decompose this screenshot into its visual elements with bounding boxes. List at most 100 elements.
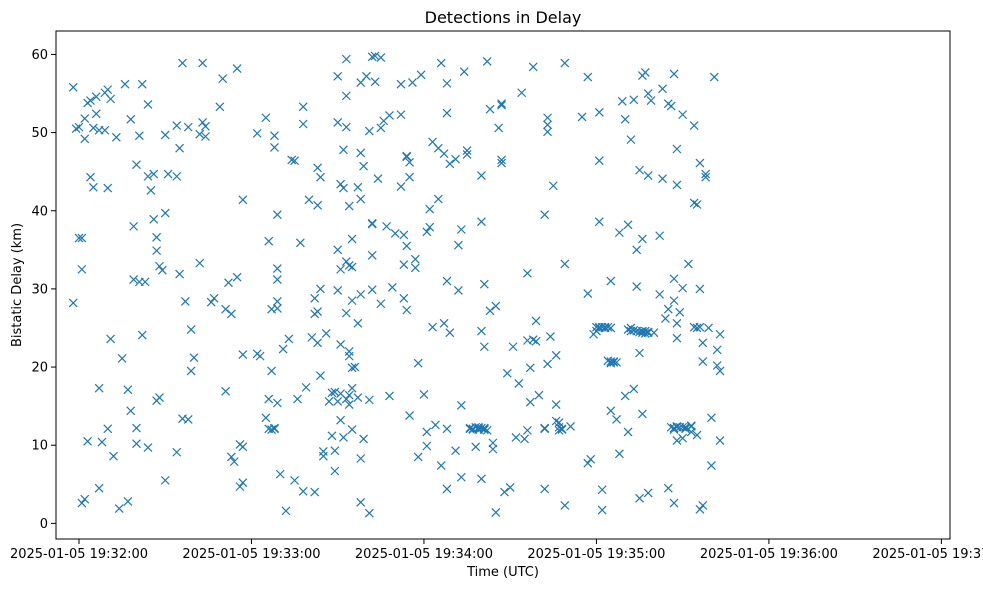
- data-point: [310, 487, 320, 497]
- data-point: [198, 58, 208, 68]
- data-point: [396, 182, 406, 191]
- data-point: [295, 238, 305, 248]
- data-point: [347, 425, 357, 435]
- data-point: [655, 231, 665, 241]
- data-point: [554, 418, 564, 427]
- data-point: [405, 157, 415, 167]
- data-point: [640, 326, 650, 336]
- data-point: [86, 96, 95, 105]
- data-point: [261, 413, 271, 423]
- data-point: [433, 194, 443, 204]
- data-point: [347, 296, 357, 306]
- data-point: [195, 258, 205, 268]
- data-point: [698, 338, 708, 348]
- data-point: [298, 486, 308, 496]
- data-point: [387, 282, 397, 292]
- data-point: [626, 135, 636, 145]
- data-point: [68, 82, 78, 92]
- data-point: [129, 275, 139, 284]
- data-point: [272, 275, 282, 284]
- data-point: [695, 284, 705, 294]
- data-point: [183, 415, 193, 424]
- data-point: [497, 158, 506, 168]
- data-point: [514, 379, 524, 388]
- data-point: [701, 172, 711, 182]
- data-point: [477, 474, 486, 484]
- data-point: [505, 482, 515, 492]
- data-point: [686, 421, 696, 431]
- data-point: [695, 158, 705, 168]
- y-tick-label: 30: [31, 282, 48, 297]
- data-point: [316, 284, 325, 294]
- data-point: [439, 149, 449, 159]
- data-point: [528, 62, 538, 72]
- data-point: [445, 328, 455, 338]
- data-point: [488, 444, 498, 454]
- data-point: [114, 504, 124, 513]
- data-point: [109, 451, 118, 461]
- data-point: [333, 397, 343, 406]
- data-point: [347, 234, 357, 244]
- data-point: [485, 306, 495, 316]
- data-point: [336, 264, 346, 274]
- data-point: [629, 384, 639, 394]
- data-point: [425, 204, 435, 214]
- data-point: [281, 506, 291, 516]
- data-point: [189, 353, 199, 363]
- data-point: [80, 134, 90, 144]
- data-point: [232, 272, 242, 282]
- data-point: [126, 114, 136, 124]
- data-point: [396, 110, 406, 120]
- data-point: [80, 494, 90, 504]
- data-point: [209, 293, 219, 303]
- data-point: [172, 447, 182, 457]
- data-point: [333, 118, 343, 127]
- data-point: [160, 208, 170, 218]
- data-point: [376, 53, 386, 62]
- data-point: [531, 336, 541, 346]
- data-point: [706, 413, 716, 423]
- data-point: [479, 424, 489, 434]
- data-point: [324, 397, 334, 406]
- chart-title: Detections in Delay: [425, 8, 582, 27]
- data-point: [500, 487, 509, 497]
- data-point: [347, 383, 357, 393]
- data-point: [321, 329, 331, 338]
- data-point: [525, 363, 535, 373]
- data-point: [669, 69, 679, 79]
- data-point: [373, 174, 383, 184]
- data-point: [497, 99, 506, 109]
- data-point: [655, 289, 665, 299]
- data-point: [698, 500, 708, 510]
- x-tick-label: 2025-01-05 19:37:00: [872, 547, 983, 562]
- data-point: [278, 344, 288, 354]
- data-point: [341, 91, 351, 101]
- data-point: [313, 338, 323, 348]
- x-tick-label: 2025-01-05 19:32:00: [10, 547, 148, 562]
- y-tick-label: 50: [31, 126, 48, 141]
- data-point: [376, 123, 386, 133]
- data-point: [583, 458, 593, 468]
- data-point: [623, 220, 633, 230]
- data-point: [140, 277, 150, 287]
- data-point: [339, 183, 348, 193]
- data-point: [402, 152, 412, 162]
- data-point: [543, 120, 552, 130]
- data-point: [270, 424, 279, 434]
- data-point: [152, 246, 162, 256]
- data-point: [267, 425, 277, 435]
- data-point: [712, 345, 722, 355]
- data-point: [275, 469, 285, 479]
- data-point: [402, 241, 412, 251]
- data-point: [416, 70, 426, 80]
- data-point: [143, 443, 153, 452]
- data-point: [491, 508, 501, 517]
- y-tick-label: 10: [31, 439, 48, 454]
- data-point: [143, 171, 153, 181]
- data-point: [330, 466, 340, 476]
- data-point: [531, 316, 541, 326]
- data-point: [422, 441, 432, 451]
- data-point: [422, 227, 432, 237]
- data-point: [226, 452, 236, 462]
- data-point: [356, 289, 366, 299]
